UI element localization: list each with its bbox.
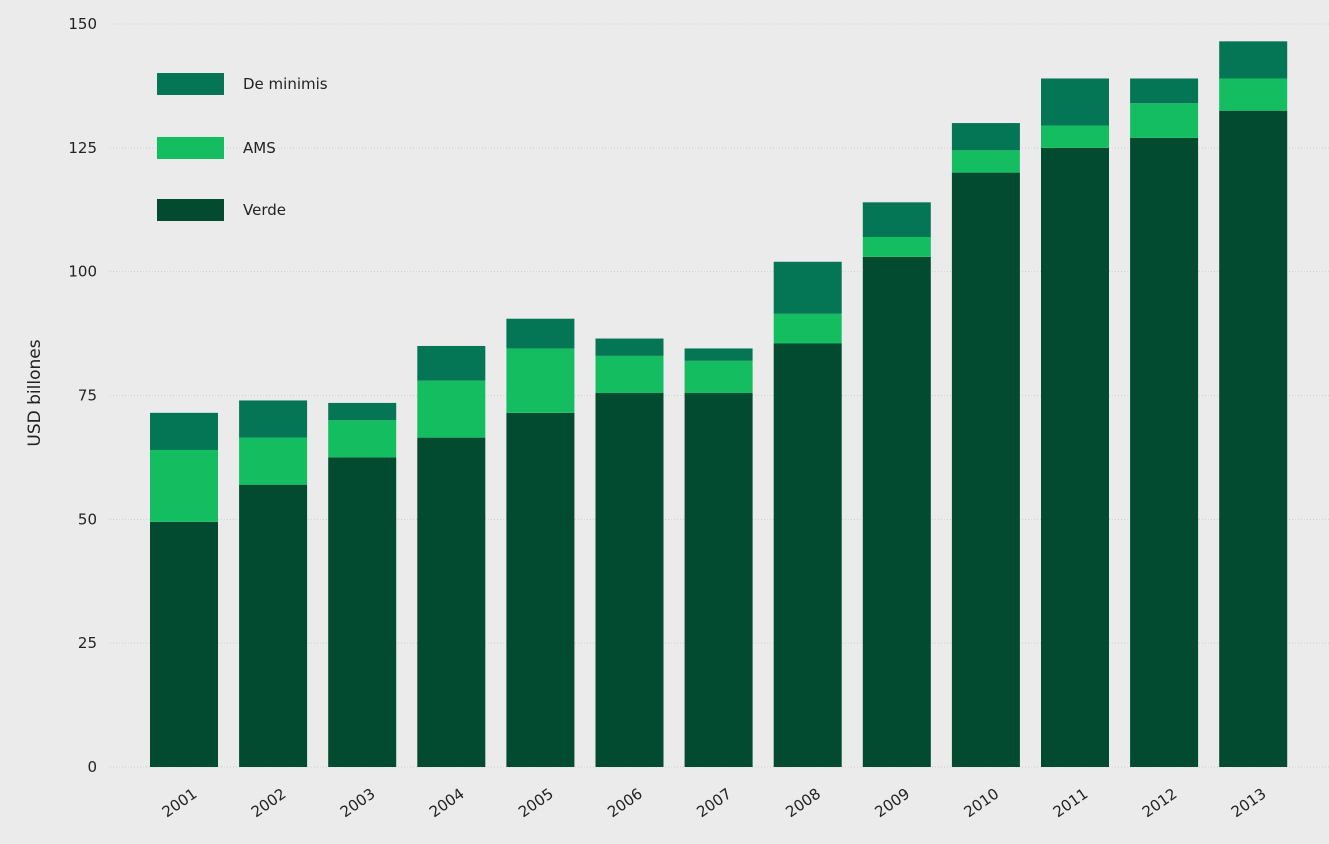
bar-segment-ams-2003	[328, 420, 397, 458]
x-tick-label: 2004	[426, 785, 468, 822]
legend-swatch-ams	[157, 137, 224, 159]
bar-segment-de-minimis-2003	[328, 402, 397, 421]
bar-segment-verde-2001	[150, 521, 218, 767]
legend-label-de-minimis: De minimis	[243, 75, 328, 93]
x-tick-label: 2001	[159, 785, 201, 822]
legend: De minimis AMS Verde	[157, 73, 328, 221]
x-tick-label: 2008	[782, 785, 824, 822]
bar-segment-ams-2007	[684, 360, 753, 394]
bar-segment-de-minimis-2010	[951, 123, 1020, 151]
x-tick-label: 2007	[693, 785, 735, 822]
y-tick-label: 50	[78, 510, 97, 528]
bar-segment-ams-2010	[951, 150, 1020, 173]
x-tick-label: 2003	[337, 785, 379, 822]
bar-segment-verde-2005	[506, 412, 575, 767]
x-tick-label: 2005	[515, 785, 557, 822]
bar-segment-de-minimis-2007	[684, 348, 753, 361]
bar-segment-ams-2001	[150, 449, 218, 522]
x-tick-label: 2011	[1050, 785, 1092, 822]
bar-segment-ams-2011	[1041, 125, 1109, 148]
bar-segment-ams-2009	[862, 236, 931, 257]
legend-label-verde: Verde	[243, 201, 286, 219]
bar-segment-verde-2012	[1130, 137, 1199, 768]
y-tick-label: 100	[68, 263, 97, 281]
x-tick-label: 2002	[248, 785, 290, 822]
bar-segment-de-minimis-2005	[506, 318, 575, 349]
y-axis-title: USD billones	[25, 339, 45, 446]
bar-segment-verde-2002	[239, 484, 308, 767]
bar-segment-de-minimis-2013	[1219, 41, 1288, 79]
bar-segment-ams-2013	[1219, 78, 1288, 111]
bar-segment-de-minimis-2001	[150, 412, 218, 450]
x-tick-label: 2012	[1139, 785, 1181, 822]
bar-segment-ams-2002	[239, 437, 308, 485]
y-tick-label: 25	[78, 634, 97, 652]
bar-segment-verde-2008	[773, 343, 842, 767]
bars	[150, 41, 1288, 768]
legend-swatch-verde	[157, 199, 224, 221]
bar-segment-de-minimis-2009	[862, 202, 931, 237]
bar-segment-ams-2006	[595, 355, 664, 394]
y-tick-label: 75	[78, 387, 97, 405]
y-tick-label: 0	[87, 758, 97, 776]
bar-segment-de-minimis-2006	[595, 338, 664, 356]
y-tick-label: 150	[68, 15, 97, 33]
bar-segment-ams-2008	[773, 313, 842, 344]
bar-segment-verde-2003	[328, 457, 397, 767]
bar-segment-verde-2004	[417, 437, 486, 767]
bar-segment-verde-2011	[1041, 147, 1109, 768]
bar-segment-de-minimis-2008	[773, 261, 842, 314]
bar-segment-verde-2006	[595, 393, 664, 767]
bar-segment-ams-2004	[417, 380, 486, 438]
y-axis-ticks: 0 25 50 75 100 125 150	[68, 15, 97, 776]
y-tick-label: 125	[68, 139, 97, 157]
bar-segment-verde-2013	[1219, 110, 1288, 767]
x-tick-label: 2009	[871, 785, 913, 822]
legend-label-ams: AMS	[243, 139, 276, 157]
bar-segment-ams-2012	[1130, 103, 1199, 138]
bar-segment-de-minimis-2002	[239, 400, 308, 438]
bar-segment-de-minimis-2012	[1130, 78, 1199, 104]
x-axis-ticks: 2001 2002 2003 2004 2005 2006 2007 2008 2009 2010…	[159, 785, 1270, 822]
legend-swatch-de-minimis	[157, 73, 224, 95]
bar-segment-verde-2007	[684, 393, 753, 767]
bar-segment-de-minimis-2011	[1041, 78, 1109, 126]
bar-segment-verde-2009	[862, 256, 931, 767]
bar-segment-ams-2005	[506, 348, 575, 413]
x-tick-label: 2010	[961, 785, 1003, 822]
bar-segment-verde-2010	[951, 172, 1020, 768]
x-tick-label: 2006	[604, 785, 646, 822]
bar-segment-de-minimis-2004	[417, 345, 486, 381]
x-tick-label: 2013	[1228, 785, 1270, 822]
